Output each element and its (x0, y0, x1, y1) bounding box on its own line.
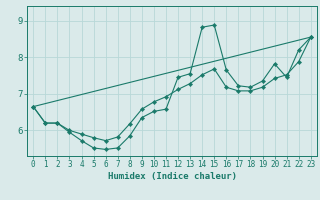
X-axis label: Humidex (Indice chaleur): Humidex (Indice chaleur) (108, 172, 236, 181)
